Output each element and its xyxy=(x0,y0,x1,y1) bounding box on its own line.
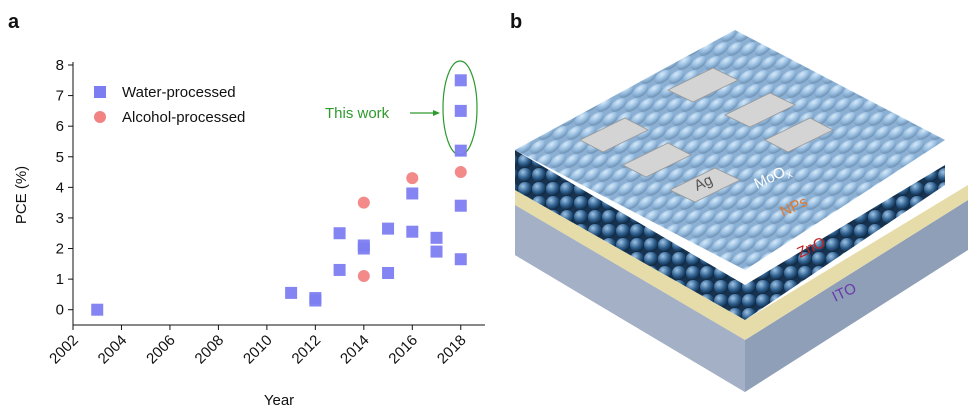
data-point xyxy=(454,199,467,212)
y-tick-label: 2 xyxy=(56,241,64,258)
y-tick-label: 5 xyxy=(56,149,64,166)
data-point xyxy=(406,225,419,238)
x-tick-label: 2008 xyxy=(192,332,228,368)
x-tick-label: 2006 xyxy=(143,332,179,368)
data-point xyxy=(430,231,443,244)
ito-side xyxy=(515,205,745,392)
y-tick-label: 6 xyxy=(56,118,64,135)
legend-label: Alcohol-processed xyxy=(122,109,245,126)
arrow-head xyxy=(433,110,440,116)
data-point xyxy=(430,245,443,258)
y-tick-label: 3 xyxy=(56,210,64,227)
ag-electrode xyxy=(622,142,692,178)
x-tick-label: 2004 xyxy=(95,332,131,368)
data-point xyxy=(454,166,467,179)
y-tick-label: 7 xyxy=(56,88,64,105)
data-point xyxy=(91,303,104,316)
data-point xyxy=(333,263,346,276)
ag-electrode xyxy=(764,117,834,153)
y-tick-label: 4 xyxy=(56,179,64,196)
data-point xyxy=(454,144,467,157)
moox-layer xyxy=(515,30,945,270)
ag-label: Ag xyxy=(692,171,716,194)
data-point xyxy=(309,292,322,305)
device-diagram: Ag MoOx NPs ZnO ITO xyxy=(513,29,968,392)
ag-electrode xyxy=(667,67,739,103)
annotation: This work xyxy=(325,105,390,122)
x-axis-label: Year xyxy=(264,392,294,409)
data-point xyxy=(406,172,419,185)
panel-label: b xyxy=(510,11,522,33)
data-point xyxy=(454,253,467,266)
legend-label: Water-processed xyxy=(122,84,236,101)
data-point xyxy=(406,187,419,200)
data-point xyxy=(382,222,395,235)
legend-marker xyxy=(94,86,106,98)
x-tick-label: 2018 xyxy=(434,332,470,368)
scatter-chart: This work 0 1 2 3 4 5 6 7 8 2002 2004 2006 2008 2010 2… xyxy=(13,57,485,409)
x-tick-label: 2010 xyxy=(240,332,276,368)
y-tick-label: 1 xyxy=(56,271,64,288)
nps-layer xyxy=(515,150,945,320)
ag-electrode xyxy=(724,92,796,128)
x-tick-label: 2002 xyxy=(46,332,82,368)
y-tick-label: 8 xyxy=(56,57,64,74)
y-tick-label: 0 xyxy=(56,302,64,319)
glass-plate xyxy=(513,29,946,271)
ag-electrode xyxy=(579,117,649,153)
legend-marker xyxy=(94,111,106,123)
data-point xyxy=(357,270,370,283)
data-point xyxy=(333,227,346,240)
x-tick-label: 2014 xyxy=(337,332,373,368)
x-tick-label: 2012 xyxy=(289,332,325,368)
x-tick-label: 2016 xyxy=(386,332,422,368)
y-axis-label: PCE (%) xyxy=(13,166,30,224)
data-point xyxy=(357,196,370,209)
data-point xyxy=(382,267,395,279)
data-point xyxy=(357,239,370,252)
data-point xyxy=(454,74,467,87)
data-point xyxy=(454,104,467,117)
panel-label: a xyxy=(8,11,20,33)
ag-electrode xyxy=(669,167,741,203)
data-point xyxy=(285,286,298,299)
